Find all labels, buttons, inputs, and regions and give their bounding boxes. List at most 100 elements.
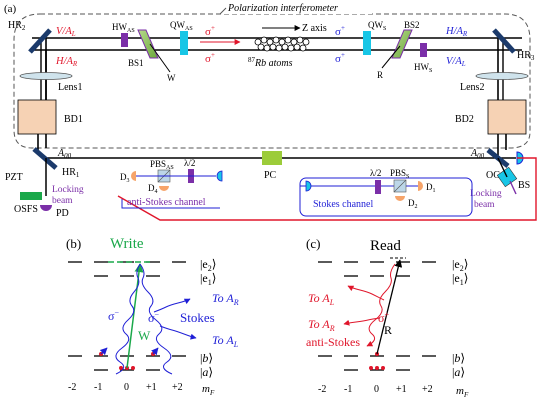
- d4-detector: [159, 186, 169, 191]
- d4-label: D4: [148, 183, 158, 195]
- ha-left-label: H/AR: [55, 56, 78, 68]
- w-pointer: [149, 43, 171, 73]
- pbs-s-diagonal: [393, 179, 407, 193]
- write-to-ar-label: To AR: [212, 291, 239, 307]
- read-to-al-label: To AL: [308, 291, 335, 307]
- read-r-label: R: [384, 323, 392, 337]
- write-mf-label: mF: [202, 383, 215, 397]
- read-to-al-wave: [347, 285, 385, 301]
- d3-detector: [131, 171, 136, 181]
- write-tick-m1: -1: [94, 382, 102, 393]
- hw-as-label: HWAS: [112, 22, 135, 34]
- qw-as-label: QWAS: [170, 20, 193, 32]
- a-inf-right: A00: [470, 148, 485, 160]
- d1-label: D1: [426, 182, 436, 194]
- sigma-plus-left-top: σ+: [205, 24, 215, 38]
- hr1-mirror: [32, 147, 58, 170]
- va-left-label: V/AL: [56, 26, 76, 38]
- hwp-s: [375, 180, 381, 194]
- d2-label: D2: [408, 198, 418, 210]
- hw-s-label: HWS: [414, 62, 432, 74]
- locking-beam-out: [509, 180, 517, 195]
- bd1-displacer: [17, 99, 57, 135]
- write-sigma-minus-left: σ−: [108, 308, 119, 323]
- read-sigma-plus: σ+: [378, 310, 389, 325]
- read-tick-p2: +2: [422, 384, 433, 395]
- bs-label: BS: [518, 180, 530, 191]
- bd2-displacer: [487, 99, 527, 135]
- write-sigma-minus-right: σ−: [148, 310, 159, 325]
- title-tick: [219, 7, 227, 15]
- osfs-block: [20, 192, 42, 200]
- r-label: R: [377, 70, 383, 80]
- lambda2-s: λ/2: [370, 168, 381, 178]
- write-title: Write: [110, 236, 144, 252]
- read-tick-m2: -2: [318, 384, 326, 395]
- stokes-fiber-coupler: [305, 180, 312, 192]
- write-tick-p1: +1: [146, 382, 157, 393]
- as-channel-bracket: [121, 199, 220, 209]
- panel-b-label: (b): [66, 236, 81, 251]
- a-inf-left: A00: [57, 148, 72, 160]
- panel-a-label: (a): [4, 3, 17, 15]
- sigma-plus-left-bottom: σ+: [205, 51, 215, 65]
- oc-label: OC: [486, 170, 500, 181]
- bs2-label: BS2: [404, 20, 420, 30]
- bs1-splitter: [137, 29, 159, 59]
- read-e1-ket: |e1⟩: [452, 271, 468, 287]
- pc-cell: [262, 151, 282, 165]
- locking-beam-left-l1: Locking: [52, 185, 84, 195]
- read-title: Read: [370, 238, 401, 254]
- z-axis-label: Z axis: [302, 23, 327, 34]
- pc-label: PC: [264, 170, 277, 181]
- hw-s-plate: [420, 43, 427, 57]
- lens1: [19, 72, 73, 80]
- write-mf-ticks: -2 -1 0 +1 +2: [68, 382, 183, 393]
- interferometer-title: Polarization interferometer: [227, 3, 338, 14]
- read-tick-p1: +1: [396, 384, 407, 395]
- qw-s-plate: [363, 31, 371, 55]
- rb-atom-cloud: [254, 36, 310, 52]
- anti-stokes-channel-label: anti-Stokes channel: [127, 197, 206, 208]
- r-pointer: [381, 45, 401, 69]
- read-pump-arrow: [376, 259, 403, 355]
- write-to-al-label: To AL: [212, 333, 239, 349]
- as-fiber-coupler: [216, 170, 223, 182]
- bd2-label: BD2: [455, 114, 474, 125]
- beam-to-bs: [497, 157, 508, 178]
- read-to-ar-wave: [343, 317, 381, 326]
- write-tick-0: 0: [124, 382, 129, 393]
- locking-beam-right-l2: beam: [474, 200, 495, 210]
- read-e2-ket: |e2⟩: [452, 257, 468, 273]
- read-to-ar-label: To AR: [308, 317, 335, 333]
- read-tick-m1: -1: [344, 384, 352, 395]
- hr2-label: HR2: [8, 20, 26, 32]
- write-to-al-wave: [159, 325, 197, 340]
- pbs-s-label: PBSS: [390, 168, 409, 180]
- write-a-ket: |a⟩: [200, 365, 213, 379]
- bs2-splitter: [391, 29, 413, 59]
- write-b-ket: |b⟩: [200, 351, 213, 365]
- read-mf-label: mF: [456, 385, 469, 399]
- read-excited-levels: [318, 261, 436, 277]
- read-b-ket: |b⟩: [452, 351, 465, 365]
- read-tick-0: 0: [374, 384, 379, 395]
- write-stokes-arrow-right: [151, 347, 159, 356]
- hr3-label: HR3: [517, 50, 535, 62]
- d3-label: D3: [120, 172, 130, 184]
- interferometer-box: [13, 13, 531, 149]
- read-population-dots: [369, 352, 385, 370]
- locking-beam-left-l2: beam: [52, 196, 73, 206]
- box-title-bg: [222, 2, 372, 14]
- locking-beam-right-l1: Locking: [470, 189, 502, 199]
- lens1-label: Lens1: [58, 82, 82, 93]
- stokes-channel-label: Stokes channel: [313, 199, 373, 210]
- read-anti-stokes-label: anti-Stokes: [306, 335, 360, 349]
- write-tick-m2: -2: [68, 382, 76, 393]
- va-right-label: V/AL: [446, 56, 466, 68]
- rb-atoms-label: 87Rb atoms: [248, 56, 293, 69]
- write-stokes-arrow-left: [99, 347, 108, 356]
- d2-detector: [395, 196, 405, 201]
- write-e1-ket: |e1⟩: [200, 271, 216, 287]
